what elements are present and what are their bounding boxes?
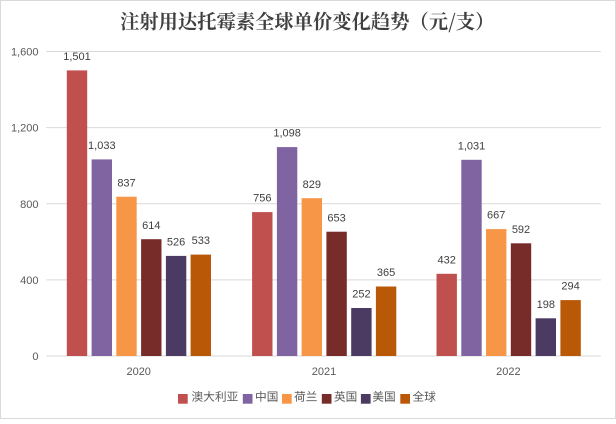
svg-text:294: 294 <box>561 281 579 293</box>
svg-text:2021: 2021 <box>312 366 336 378</box>
svg-text:2022: 2022 <box>496 366 520 378</box>
svg-text:2020: 2020 <box>126 366 150 378</box>
svg-text:1,033: 1,033 <box>88 140 116 152</box>
svg-text:614: 614 <box>142 220 160 232</box>
svg-text:1,098: 1,098 <box>273 128 301 140</box>
svg-text:1,600: 1,600 <box>11 47 39 59</box>
svg-text:667: 667 <box>487 210 505 222</box>
svg-text:837: 837 <box>117 177 135 189</box>
svg-text:756: 756 <box>253 193 271 205</box>
svg-text:1,501: 1,501 <box>63 51 91 63</box>
svg-text:592: 592 <box>512 224 530 236</box>
svg-text:400: 400 <box>20 275 38 287</box>
svg-text:432: 432 <box>438 254 456 266</box>
svg-text:1,031: 1,031 <box>458 140 486 152</box>
svg-text:0: 0 <box>32 351 38 363</box>
svg-text:198: 198 <box>537 299 555 311</box>
svg-text:252: 252 <box>352 289 370 301</box>
svg-text:533: 533 <box>192 235 210 247</box>
svg-text:526: 526 <box>167 237 185 249</box>
svg-text:365: 365 <box>377 267 395 279</box>
svg-text:1,200: 1,200 <box>11 123 39 135</box>
svg-text:653: 653 <box>327 212 345 224</box>
svg-text:800: 800 <box>20 199 38 211</box>
svg-text:829: 829 <box>303 179 321 191</box>
